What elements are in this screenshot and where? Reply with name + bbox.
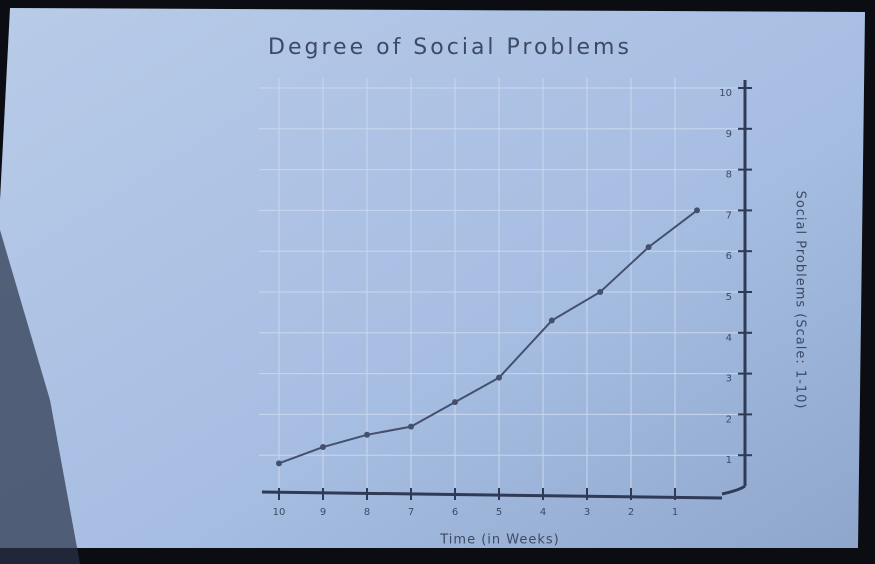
y-tick-label: 9 (726, 129, 732, 140)
data-point (452, 399, 458, 405)
x-tick-label: 1 (672, 507, 678, 518)
y-axis-label: Social Problems (Scale: 1-10) (793, 191, 808, 410)
x-tick-label: 5 (496, 507, 502, 518)
y-tick-label: 5 (726, 292, 732, 303)
data-point (646, 244, 652, 250)
y-tick-label: 6 (726, 251, 732, 262)
data-point (408, 424, 414, 430)
data-point (276, 460, 282, 466)
y-tick-label: 1 (726, 455, 732, 466)
x-tick-label: 7 (408, 507, 414, 518)
x-tick-label: 6 (452, 507, 458, 518)
paper (0, 8, 865, 548)
x-tick-label: 8 (364, 507, 370, 518)
y-tick-label: 4 (726, 333, 732, 344)
photo: Degree of Social Problems Time (in Weeks… (0, 0, 875, 564)
x-tick-label: 9 (320, 507, 326, 518)
data-point (364, 432, 370, 438)
data-point (597, 289, 603, 295)
y-tick-label: 10 (719, 88, 732, 99)
x-tick-label: 3 (584, 507, 590, 518)
data-point (496, 375, 502, 381)
data-point (320, 444, 326, 450)
x-tick-label: 10 (273, 507, 286, 518)
data-point (549, 318, 555, 324)
data-point (694, 207, 700, 213)
chart-title: Degree of Social Problems (268, 35, 632, 60)
x-tick-label: 4 (540, 507, 546, 518)
x-axis-label: Time (in Weeks) (439, 533, 559, 548)
y-tick-label: 2 (726, 414, 732, 425)
y-tick-label: 3 (726, 374, 732, 385)
y-tick-label: 8 (726, 170, 732, 181)
x-tick-label: 2 (628, 507, 634, 518)
y-tick-label: 7 (726, 210, 732, 221)
